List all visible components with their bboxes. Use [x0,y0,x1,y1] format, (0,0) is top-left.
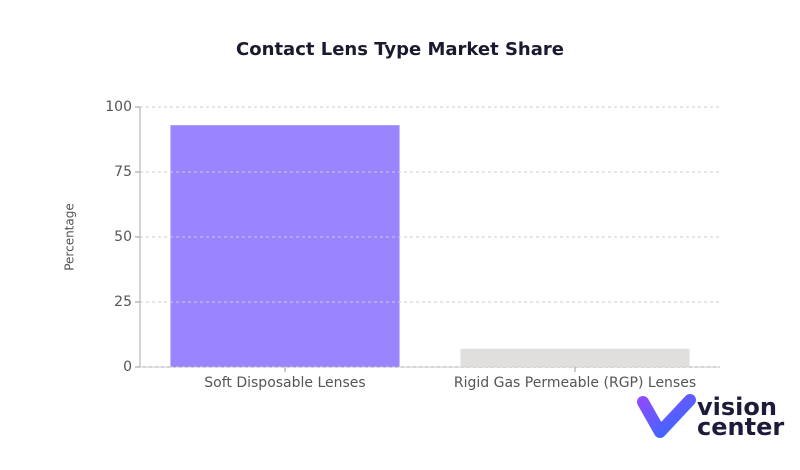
x-tick-label: Soft Disposable Lenses [204,375,365,391]
chart-title: Contact Lens Type Market Share [236,39,564,60]
y-tick-label: 75 [114,164,132,180]
logo-icon [637,394,696,438]
y-tick-label: 100 [105,99,132,115]
bar [170,125,400,367]
bar [460,348,690,367]
logo-text: vision [697,393,777,421]
y-tick-label: 50 [114,229,132,245]
y-tick-label: 0 [123,359,132,375]
x-tick-label: Rigid Gas Permeable (RGP) Lenses [454,375,696,391]
y-axis-label: Percentage [63,203,77,271]
y-tick-label: 25 [114,294,132,310]
logo-text: center [697,413,784,441]
